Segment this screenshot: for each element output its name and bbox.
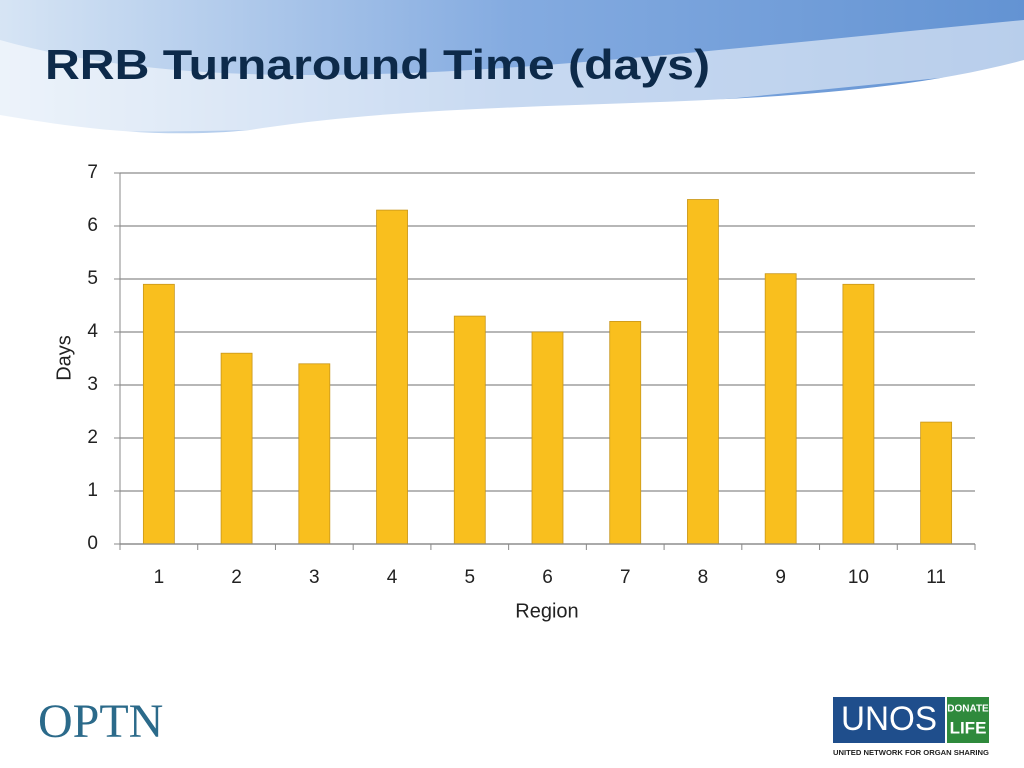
bar — [453, 315, 486, 545]
x-tick-label: 7 — [620, 567, 631, 588]
y-tick-label: 5 — [87, 268, 98, 289]
optn-logo: OPTN — [38, 695, 163, 748]
y-axis-label: Days — [53, 335, 75, 381]
y-tick-label: 4 — [87, 321, 98, 342]
bar — [842, 283, 875, 545]
bar — [609, 320, 642, 545]
bar — [220, 352, 253, 545]
chart-title: RRB Turnaround Time (days) — [45, 41, 710, 88]
header-swoosh-light — [0, 20, 1024, 132]
unos-box — [833, 697, 945, 743]
x-tick-label: 8 — [698, 567, 709, 588]
donate-life-badge — [947, 697, 989, 743]
y-tick-label: 6 — [87, 215, 98, 236]
y-tick-label: 0 — [87, 533, 98, 554]
x-tick-label: 1 — [154, 567, 165, 588]
y-tick-label: 3 — [87, 374, 98, 395]
y-tick-label: 2 — [87, 427, 98, 448]
bar — [920, 421, 953, 545]
bar — [376, 209, 408, 545]
unos-tagline: UNITED NETWORK FOR ORGAN SHARING — [833, 748, 989, 757]
unos-logo: UNOS — [841, 700, 937, 738]
bar — [531, 331, 564, 545]
bar — [687, 199, 719, 545]
x-tick-label: 10 — [848, 567, 869, 588]
badge-top: DONATE — [947, 704, 989, 715]
bar — [298, 363, 331, 545]
x-tick-label: 9 — [775, 567, 786, 588]
y-tick-label: 7 — [87, 162, 98, 183]
x-tick-label: 6 — [542, 567, 553, 588]
bar — [142, 283, 175, 545]
x-axis-label: Region — [515, 600, 578, 622]
x-tick-label: 4 — [387, 567, 398, 588]
x-tick-label: 5 — [464, 567, 475, 588]
x-tick-label: 2 — [231, 567, 242, 588]
bar — [764, 273, 797, 545]
x-tick-label: 3 — [309, 567, 320, 588]
badge-bottom: LIFE — [950, 718, 987, 737]
x-tick-label: 11 — [926, 567, 946, 588]
y-tick-label: 1 — [87, 480, 98, 501]
